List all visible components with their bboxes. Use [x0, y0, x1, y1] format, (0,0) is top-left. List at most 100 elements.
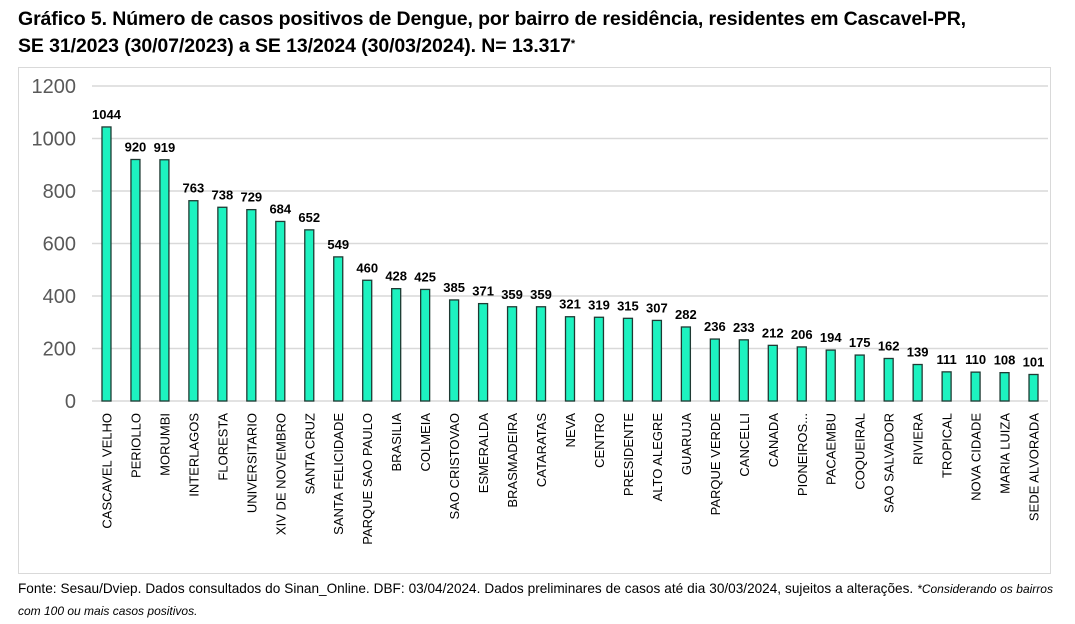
x-tick-label: MARIA LUIZA: [998, 413, 1013, 494]
y-tick-label: 400: [43, 286, 76, 308]
x-tick-label: TROPICAL: [940, 413, 955, 478]
x-tick-label: UNIVERSITARIO: [244, 413, 259, 513]
data-label: 110: [965, 352, 986, 367]
x-tick-label: PACAEMBU: [824, 413, 839, 485]
data-label: 206: [791, 327, 813, 342]
bar: [709, 338, 720, 402]
bar: [159, 159, 170, 402]
bar: [883, 357, 894, 402]
x-tick-label: CASCAVEL VELHO: [99, 413, 114, 529]
x-tick-label: XIV DE NOVEMBRO: [273, 413, 288, 535]
bar: [651, 319, 663, 402]
y-tick-label: 1200: [32, 76, 77, 98]
x-tick-label: BRASMADEIRA: [505, 413, 520, 508]
data-label: 684: [269, 201, 291, 216]
bar: [477, 302, 489, 402]
bar: [275, 220, 286, 402]
data-label: 111: [936, 352, 956, 367]
bar: [825, 349, 836, 402]
x-tick-label: GUARUJA: [679, 413, 694, 475]
data-label: 920: [125, 140, 147, 155]
data-label: 919: [154, 140, 176, 155]
y-tick-label: 800: [43, 181, 76, 203]
data-label: 307: [646, 300, 668, 315]
x-tick-label: NOVA CIDADE: [969, 413, 984, 501]
bar: [999, 371, 1010, 402]
footnote-text: *Considerando os bairros com 100 ou mais…: [18, 582, 1053, 618]
data-label: 101: [1023, 354, 1045, 369]
x-tick-label: COLMEIA: [418, 413, 433, 472]
x-tick-label: FLORESTA: [215, 413, 230, 481]
x-tick-label: COQUEIRAL: [853, 413, 868, 490]
data-label: 162: [878, 338, 900, 353]
title-asterisk: *: [570, 38, 576, 50]
data-label: 460: [356, 260, 378, 275]
data-label: 236: [704, 319, 726, 334]
bar: [246, 208, 257, 402]
data-label: 212: [762, 325, 784, 340]
data-label: 175: [849, 335, 871, 350]
x-tick-label: ESMERALDA: [476, 413, 491, 494]
data-label: 233: [733, 320, 755, 335]
chart-title: Gráfico 5. Número de casos positivos de …: [18, 6, 1068, 60]
data-label: 315: [617, 298, 639, 313]
x-tick-label: CATARATAS: [534, 413, 549, 487]
bar: [420, 288, 431, 402]
x-tick-label: PARQUE SAO PAULO: [360, 413, 375, 545]
y-tick-label: 0: [65, 391, 76, 413]
bar: [564, 316, 576, 402]
bar: [1028, 373, 1039, 402]
x-tick-label: CANADA: [766, 413, 781, 468]
bar: [362, 279, 373, 402]
bar: [535, 306, 547, 402]
data-label: 359: [501, 287, 523, 302]
data-label: 321: [559, 297, 581, 312]
data-label: 139: [907, 345, 929, 360]
x-tick-label: CANCELLI: [737, 413, 752, 477]
data-label: 729: [240, 190, 262, 205]
bar: [767, 344, 778, 402]
chart-title-line1: Gráfico 5. Número de casos positivos de …: [18, 8, 967, 30]
bar: [101, 126, 112, 402]
bar: [217, 206, 228, 402]
data-label: 108: [994, 353, 1016, 368]
bar: [912, 363, 923, 402]
data-label: 385: [443, 280, 465, 295]
bar: [622, 317, 634, 402]
chart-frame: [18, 67, 1051, 574]
bar: [854, 354, 865, 402]
x-tick-label: SAO CRISTOVAO: [447, 413, 462, 519]
y-tick-label: 200: [43, 339, 76, 361]
bar: [304, 229, 315, 402]
x-tick-label: SANTA FELICIDADE: [331, 413, 346, 535]
x-tick-label: CENTRO: [592, 413, 607, 468]
x-tick-label: PRESIDENTE: [621, 413, 636, 496]
data-label: 428: [385, 269, 407, 284]
bar: [941, 371, 952, 402]
x-tick-label: MORUMBI: [157, 413, 172, 476]
data-label: 371: [472, 284, 494, 299]
bar: [130, 158, 141, 402]
bar: [333, 256, 344, 402]
source-text: Fonte: Sesau/Dviep. Dados consultados do…: [18, 581, 914, 596]
chart-footer: Fonte: Sesau/Dviep. Dados consultados do…: [18, 578, 1053, 622]
data-label: 425: [414, 269, 436, 284]
data-label: 1044: [92, 107, 122, 122]
bar: [970, 371, 981, 402]
x-tick-label: ALTO ALEGRE: [650, 413, 665, 502]
bar: [188, 200, 199, 402]
bar: [593, 316, 605, 402]
data-label: 282: [675, 307, 697, 322]
x-tick-label: SEDE ALVORADA: [1027, 413, 1042, 521]
y-tick-label: 600: [43, 234, 76, 256]
data-label: 763: [183, 181, 205, 196]
x-tick-label: PARQUE VERDE: [708, 413, 723, 516]
x-tick-label: SANTA CRUZ: [302, 413, 317, 494]
y-tick-label: 1000: [32, 129, 77, 151]
x-tick-label: NEVA: [563, 413, 578, 448]
data-label: 738: [212, 187, 234, 202]
chart-title-line2: SE 31/2023 (30/07/2023) a SE 13/2024 (30…: [18, 35, 576, 57]
bar: [391, 287, 402, 402]
data-label: 652: [298, 210, 320, 225]
